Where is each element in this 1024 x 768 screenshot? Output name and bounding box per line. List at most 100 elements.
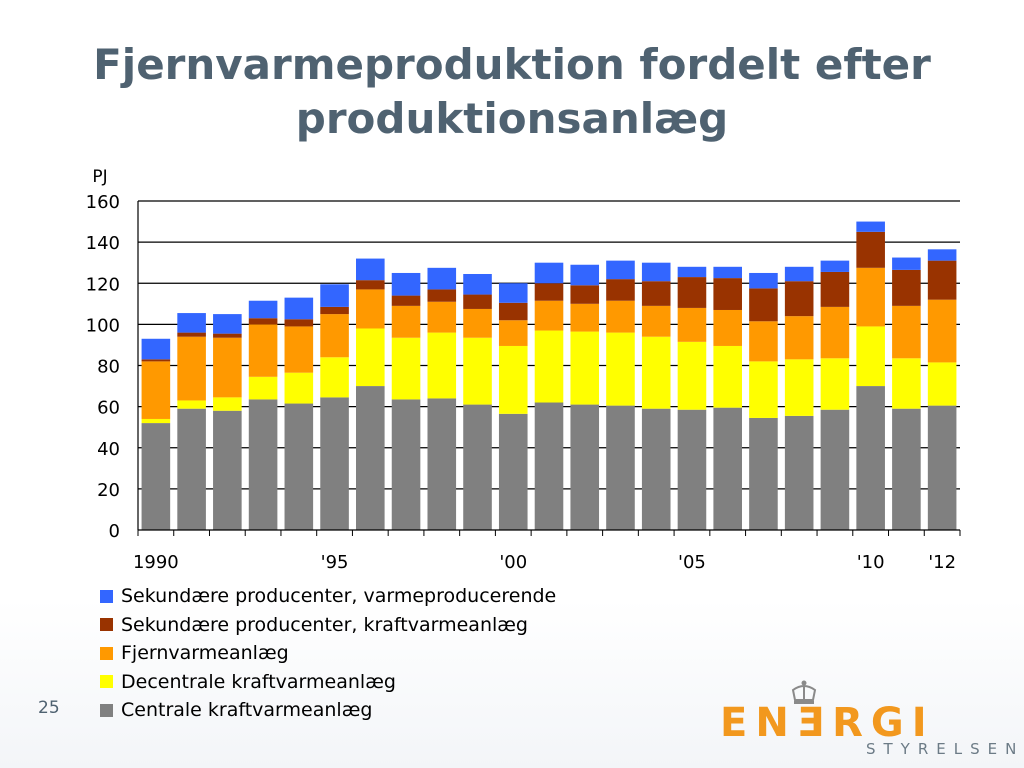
bar-segment — [498, 302, 528, 321]
legend-label: Decentrale kraftvarmeanlæg — [121, 670, 396, 693]
y-tick-label: 0 — [109, 521, 120, 542]
bar-segment — [213, 397, 242, 411]
bar-segment — [320, 357, 349, 398]
y-tick-label: 20 — [97, 480, 120, 501]
bar-segment — [463, 273, 492, 295]
bar-segment — [784, 281, 814, 317]
y-tick-label: 60 — [97, 398, 120, 419]
slide-title-line-1: Fjernvarmeproduktion fordelt efter — [93, 40, 931, 89]
bar-segment — [856, 267, 885, 327]
bar-segment — [713, 345, 742, 408]
bar-segment — [927, 405, 957, 530]
bar-segment — [141, 361, 171, 419]
bar-segment — [713, 407, 742, 530]
y-tick-label: 100 — [86, 315, 120, 336]
bar-segment — [606, 300, 635, 333]
y-axis-unit-label: PJ — [92, 167, 107, 187]
bar-segment — [749, 417, 778, 530]
y-tick-label: 160 — [86, 192, 120, 213]
x-tick-label: '95 — [321, 552, 349, 573]
bar-segment — [784, 415, 814, 530]
logo-subtext: STYRELSEN — [866, 740, 1024, 758]
bar-segment — [427, 398, 457, 530]
bar-segment — [534, 402, 564, 530]
x-tick-label: '12 — [928, 552, 956, 573]
bar-segment — [534, 262, 564, 284]
bar-segment — [141, 418, 171, 424]
bar-segment — [427, 301, 457, 333]
bar-segment — [820, 409, 850, 530]
y-tick-label: 140 — [86, 233, 120, 254]
legend-item: Decentrale kraftvarmeanlæg — [100, 668, 620, 697]
x-tick-label: '00 — [499, 552, 527, 573]
stacked-bar-chart: 0 20 40 60 80 100 120 140 160 PJ 1990 '95 '00 '05 '10 '… — [86, 167, 961, 573]
legend-swatch — [100, 646, 113, 660]
legend-item: Centrale kraftvarmeanlæg — [100, 696, 620, 725]
bar-segment — [749, 288, 778, 322]
bar-segment — [892, 408, 921, 530]
bar-segment — [570, 303, 600, 332]
bar-segment — [713, 309, 742, 346]
bar-segment — [892, 269, 921, 306]
bar-segment — [177, 313, 206, 333]
legend-swatch — [100, 703, 113, 717]
legend-label: Centrale kraftvarmeanlæg — [121, 699, 373, 722]
bar-segment — [498, 413, 528, 530]
bar-segment — [391, 305, 421, 338]
bar-segment — [284, 403, 314, 530]
bar-segment — [356, 289, 385, 329]
bar-segment — [391, 295, 421, 306]
chart-legend: Sekundære producenter, varmeproducerende… — [100, 582, 620, 725]
bar-segment — [606, 260, 635, 280]
legend-swatch — [100, 589, 113, 603]
legend-label: Fjernvarmeanlæg — [121, 642, 289, 665]
bar-segment — [856, 231, 885, 268]
bar-segment — [141, 423, 171, 530]
bar-segment — [320, 397, 349, 530]
bar-segment — [356, 280, 385, 290]
y-tick-label: 40 — [97, 439, 120, 460]
bar-segment — [427, 332, 457, 399]
bar-segment — [534, 283, 564, 301]
bar-segment — [534, 300, 564, 331]
bar-segment — [177, 400, 206, 409]
legend-item: Fjernvarmeanlæg — [100, 639, 620, 668]
bar-segment — [784, 316, 814, 360]
bar-segment — [248, 300, 278, 319]
y-tick-label: 80 — [97, 357, 120, 378]
bar-segment — [356, 386, 385, 530]
bar-segment — [320, 314, 349, 358]
legend-swatch — [100, 618, 113, 632]
bar-segment — [856, 386, 885, 530]
bar-segment — [391, 337, 421, 400]
bar-segment — [177, 336, 206, 401]
bar-segment — [463, 337, 492, 405]
bar-segment — [713, 278, 742, 310]
bar-segment — [570, 404, 600, 530]
bar-segment — [463, 404, 492, 530]
bar-segment — [820, 306, 850, 359]
bar-segment — [749, 321, 778, 362]
bar-segment — [606, 279, 635, 301]
bar-segment — [892, 305, 921, 359]
bar-segment — [248, 376, 278, 400]
bar-segment — [248, 318, 278, 325]
bar-segment — [641, 305, 671, 337]
bar-segment — [641, 281, 671, 306]
bar-segment — [213, 337, 242, 398]
bar-segment — [427, 289, 457, 302]
bar-segment — [641, 408, 671, 530]
bar-segment — [606, 332, 635, 406]
bar-segment — [927, 249, 957, 261]
bar-segment — [177, 408, 206, 530]
bar-segment — [248, 399, 278, 530]
bar-segment — [570, 264, 600, 286]
bar-segment — [356, 328, 385, 387]
slide-title-line-2: produktionsanlæg — [295, 94, 729, 143]
bar-segment — [177, 332, 206, 337]
bar-segment — [213, 333, 242, 338]
bar-segment — [820, 358, 850, 410]
legend-label: Sekundære producenter, kraftvarmeanlæg — [121, 613, 528, 636]
bar-segment — [141, 338, 171, 360]
bar-segment — [820, 271, 850, 307]
